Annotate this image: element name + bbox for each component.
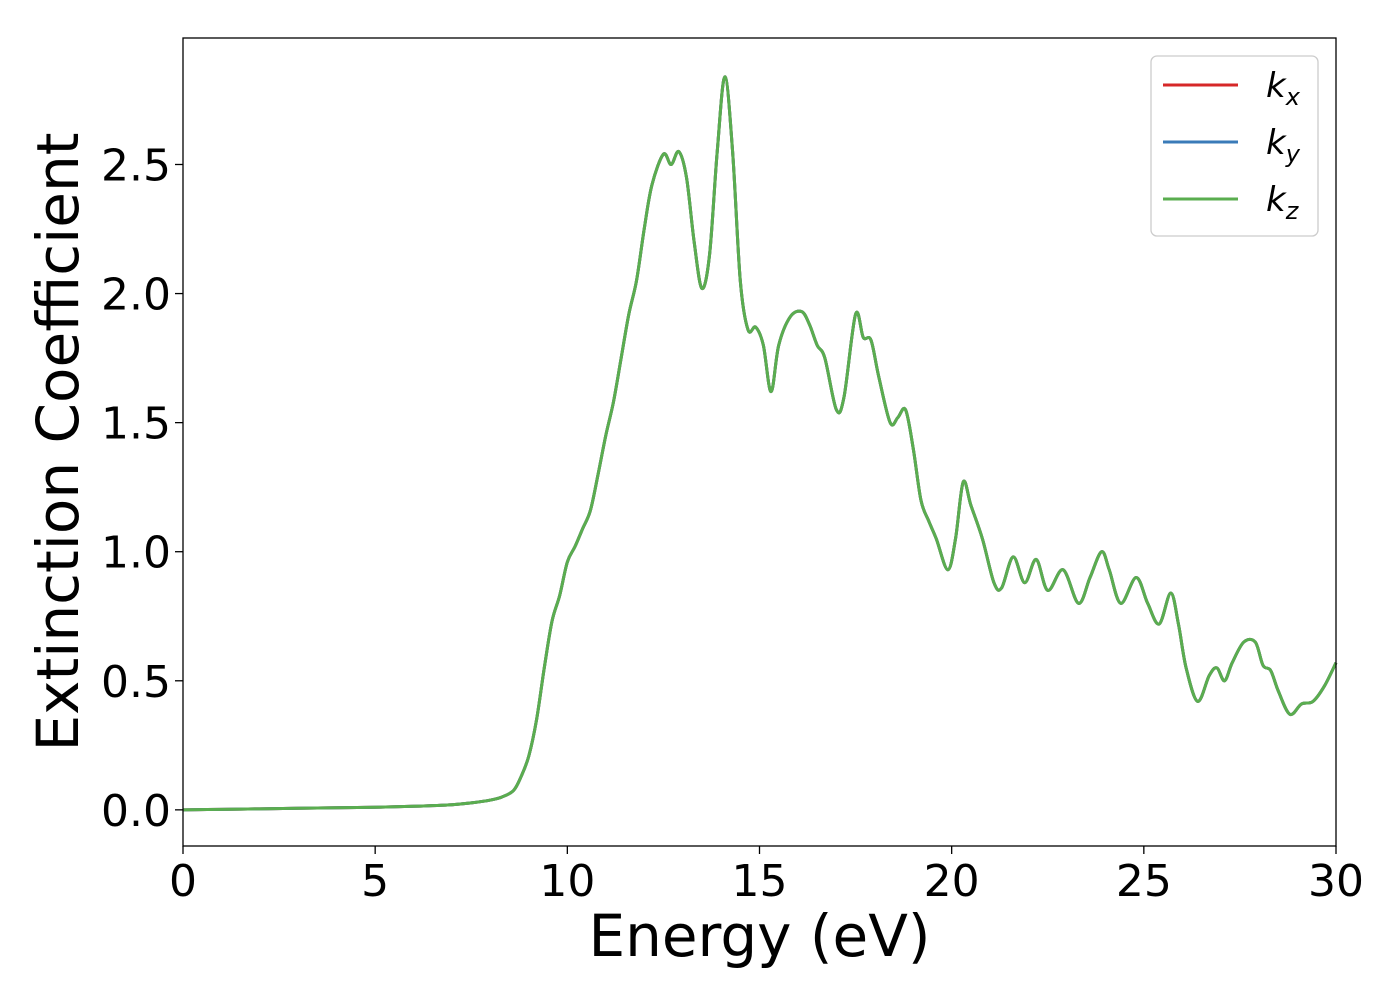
y-axis-title: Extinction Coefficient — [24, 133, 92, 752]
x-tick-label: 25 — [1116, 856, 1172, 907]
x-tick-label: 10 — [539, 856, 595, 907]
y-tick-label: 0.0 — [101, 786, 171, 837]
x-tick-label: 30 — [1308, 856, 1364, 907]
plot-area — [182, 75, 1338, 812]
axes-frame — [182, 37, 1337, 847]
x-axis-title: Energy (eV) — [588, 902, 930, 970]
legend-label-ky: ky — [1266, 123, 1301, 168]
y-tick-label: 1.0 — [101, 528, 171, 579]
y-tick-label: 0.5 — [101, 657, 171, 708]
legend-box — [1150, 55, 1319, 237]
y-tick-label: 1.5 — [101, 399, 171, 450]
y-tick-label: 2.0 — [101, 270, 171, 321]
legend-label-kx: kx — [1266, 66, 1301, 111]
x-tick-label: 0 — [169, 856, 197, 907]
legend-label-kz: kz — [1266, 180, 1300, 225]
y-tick-label: 2.5 — [101, 140, 171, 191]
x-tick-label: 20 — [924, 856, 980, 907]
legend: kx ky kz — [1150, 55, 1319, 237]
series-line-kz — [182, 75, 1338, 812]
x-tick-label: 5 — [361, 856, 389, 907]
x-tick-label: 15 — [732, 856, 788, 907]
axis-ticks: 0 5 10 15 20 25 30 0.0 0.5 1.0 1.5 2.0 2.5 — [101, 140, 1364, 907]
